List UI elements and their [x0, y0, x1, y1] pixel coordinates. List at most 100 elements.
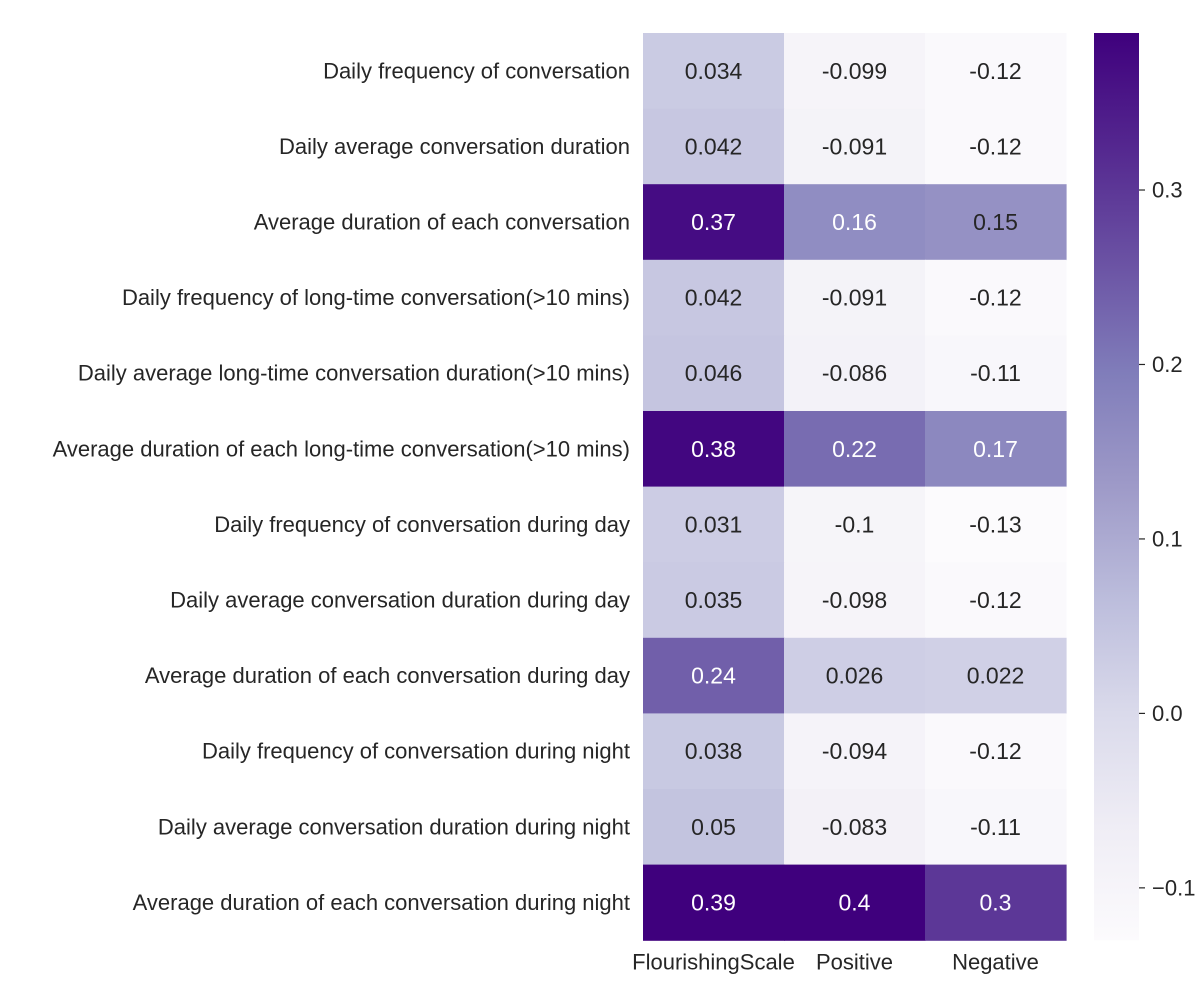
cell-value-label: -0.12 [969, 285, 1021, 311]
heatmap-cell [643, 184, 785, 261]
cell-value-label: 0.38 [691, 436, 736, 462]
cell-value-label: 0.046 [685, 360, 743, 386]
heatmap-cell [643, 259, 785, 336]
cell-value-label: -0.098 [822, 587, 887, 613]
row-label: Average duration of each conversation du… [133, 890, 630, 915]
colorbar-tick-label: −0.1 [1152, 875, 1195, 900]
heatmap-cell [784, 335, 926, 412]
cell-value-label: 0.16 [832, 209, 877, 235]
cell-value-label: -0.11 [970, 360, 1021, 386]
row-label: Daily frequency of long-time conversatio… [122, 285, 630, 310]
cell-value-label: 0.39 [691, 889, 736, 915]
heatmap-cell [643, 789, 785, 866]
column-labels: FlourishingScale Positive Negative [632, 950, 1039, 975]
cell-value-label: -0.091 [822, 285, 887, 311]
column-label: Positive [816, 950, 893, 975]
heatmap-cell [643, 335, 785, 412]
row-label: Daily frequency of conversation during d… [214, 512, 630, 537]
heatmap-values: 0.034 -0.099 -0.12 0.042 -0.091 -0.12 0.37 0.16… [685, 58, 1025, 916]
cell-value-label: 0.042 [685, 133, 743, 159]
heatmap-cell [784, 108, 926, 185]
row-labels: Daily frequency of conversation Daily ave… [53, 58, 630, 915]
heatmap-cell [784, 259, 926, 336]
row-label: Daily frequency of conversation [323, 58, 630, 83]
heatmap-cell [784, 33, 926, 110]
heatmap-cell [925, 33, 1067, 110]
heatmap-cell [925, 335, 1067, 412]
heatmap-cell [643, 486, 785, 563]
row-label: Daily average conversation duration duri… [170, 588, 630, 613]
colorbar-tick-label: 0.3 [1152, 178, 1183, 203]
heatmap-cell [925, 637, 1067, 714]
cell-value-label: -0.1 [835, 511, 875, 537]
cell-value-label: 0.17 [973, 436, 1018, 462]
heatmap-cell [643, 411, 785, 488]
cell-value-label: -0.086 [822, 360, 887, 386]
cell-value-label: 0.3 [980, 889, 1012, 915]
cell-value-label: 0.042 [685, 285, 743, 311]
heatmap-cell [784, 411, 926, 488]
cell-value-label: 0.034 [685, 58, 743, 84]
heatmap-cell [643, 637, 785, 714]
cell-value-label: 0.15 [973, 209, 1018, 235]
row-label: Average duration of each conversation du… [145, 663, 630, 688]
cell-value-label: -0.13 [969, 511, 1021, 537]
cell-value-label: -0.099 [822, 58, 887, 84]
cell-value-label: 0.038 [685, 738, 743, 764]
cell-value-label: 0.035 [685, 587, 743, 613]
heatmap-cell [643, 562, 785, 639]
colorbar-ticks: −0.1 0.0 0.1 0.2 0.3 [1139, 178, 1195, 900]
row-label: Average duration of each long-time conve… [53, 436, 630, 461]
heatmap-cell [643, 108, 785, 185]
heatmap-cell [925, 789, 1067, 866]
cell-value-label: 0.05 [691, 814, 736, 840]
cell-value-label: 0.22 [832, 436, 877, 462]
heatmap-cell [925, 411, 1067, 488]
column-label: FlourishingScale [632, 950, 795, 975]
row-label: Daily frequency of conversation during n… [202, 739, 630, 764]
heatmap-cell [784, 789, 926, 866]
colorbar-tick-label: 0.1 [1152, 526, 1183, 551]
heatmap-cell [925, 259, 1067, 336]
heatmap-cell [925, 713, 1067, 790]
heatmap-cell [643, 713, 785, 790]
cell-value-label: -0.12 [969, 58, 1021, 84]
colorbar-tick-label: 0.2 [1152, 352, 1183, 377]
heatmap-cell [784, 637, 926, 714]
colorbar-tick-label: 0.0 [1152, 701, 1183, 726]
colorbar: −0.1 0.0 0.1 0.2 0.3 [1094, 33, 1195, 941]
heatmap-cell [784, 864, 926, 941]
heatmap-cell [784, 184, 926, 261]
row-label: Daily average conversation duration duri… [158, 814, 630, 839]
row-label: Daily average long-time conversation dur… [78, 361, 630, 386]
cell-value-label: -0.094 [822, 738, 887, 764]
row-label: Average duration of each conversation [254, 210, 630, 235]
heatmap-cell [925, 864, 1067, 941]
heatmap-cell [925, 184, 1067, 261]
heatmap-cell [925, 562, 1067, 639]
colorbar-gradient [1094, 33, 1139, 941]
cell-value-label: -0.12 [969, 133, 1021, 159]
cell-value-label: -0.12 [969, 738, 1021, 764]
heatmap-cells [643, 33, 1067, 941]
cell-value-label: -0.083 [822, 814, 887, 840]
heatmap-cell [925, 486, 1067, 563]
column-label: Negative [952, 950, 1039, 975]
cell-value-label: -0.12 [969, 587, 1021, 613]
heatmap-cell [643, 33, 785, 110]
heatmap-cell [784, 562, 926, 639]
cell-value-label: 0.022 [967, 663, 1025, 689]
heatmap-cell [784, 713, 926, 790]
cell-value-label: -0.091 [822, 133, 887, 159]
heatmap-cell [925, 108, 1067, 185]
cell-value-label: 0.031 [685, 511, 743, 537]
cell-value-label: -0.11 [970, 814, 1021, 840]
cell-value-label: 0.026 [826, 663, 884, 689]
row-label: Daily average conversation duration [279, 134, 630, 159]
heatmap-cell [784, 486, 926, 563]
heatmap-cell [643, 864, 785, 941]
cell-value-label: 0.24 [691, 663, 736, 689]
cell-value-label: 0.37 [691, 209, 736, 235]
cell-value-label: 0.4 [839, 889, 871, 915]
